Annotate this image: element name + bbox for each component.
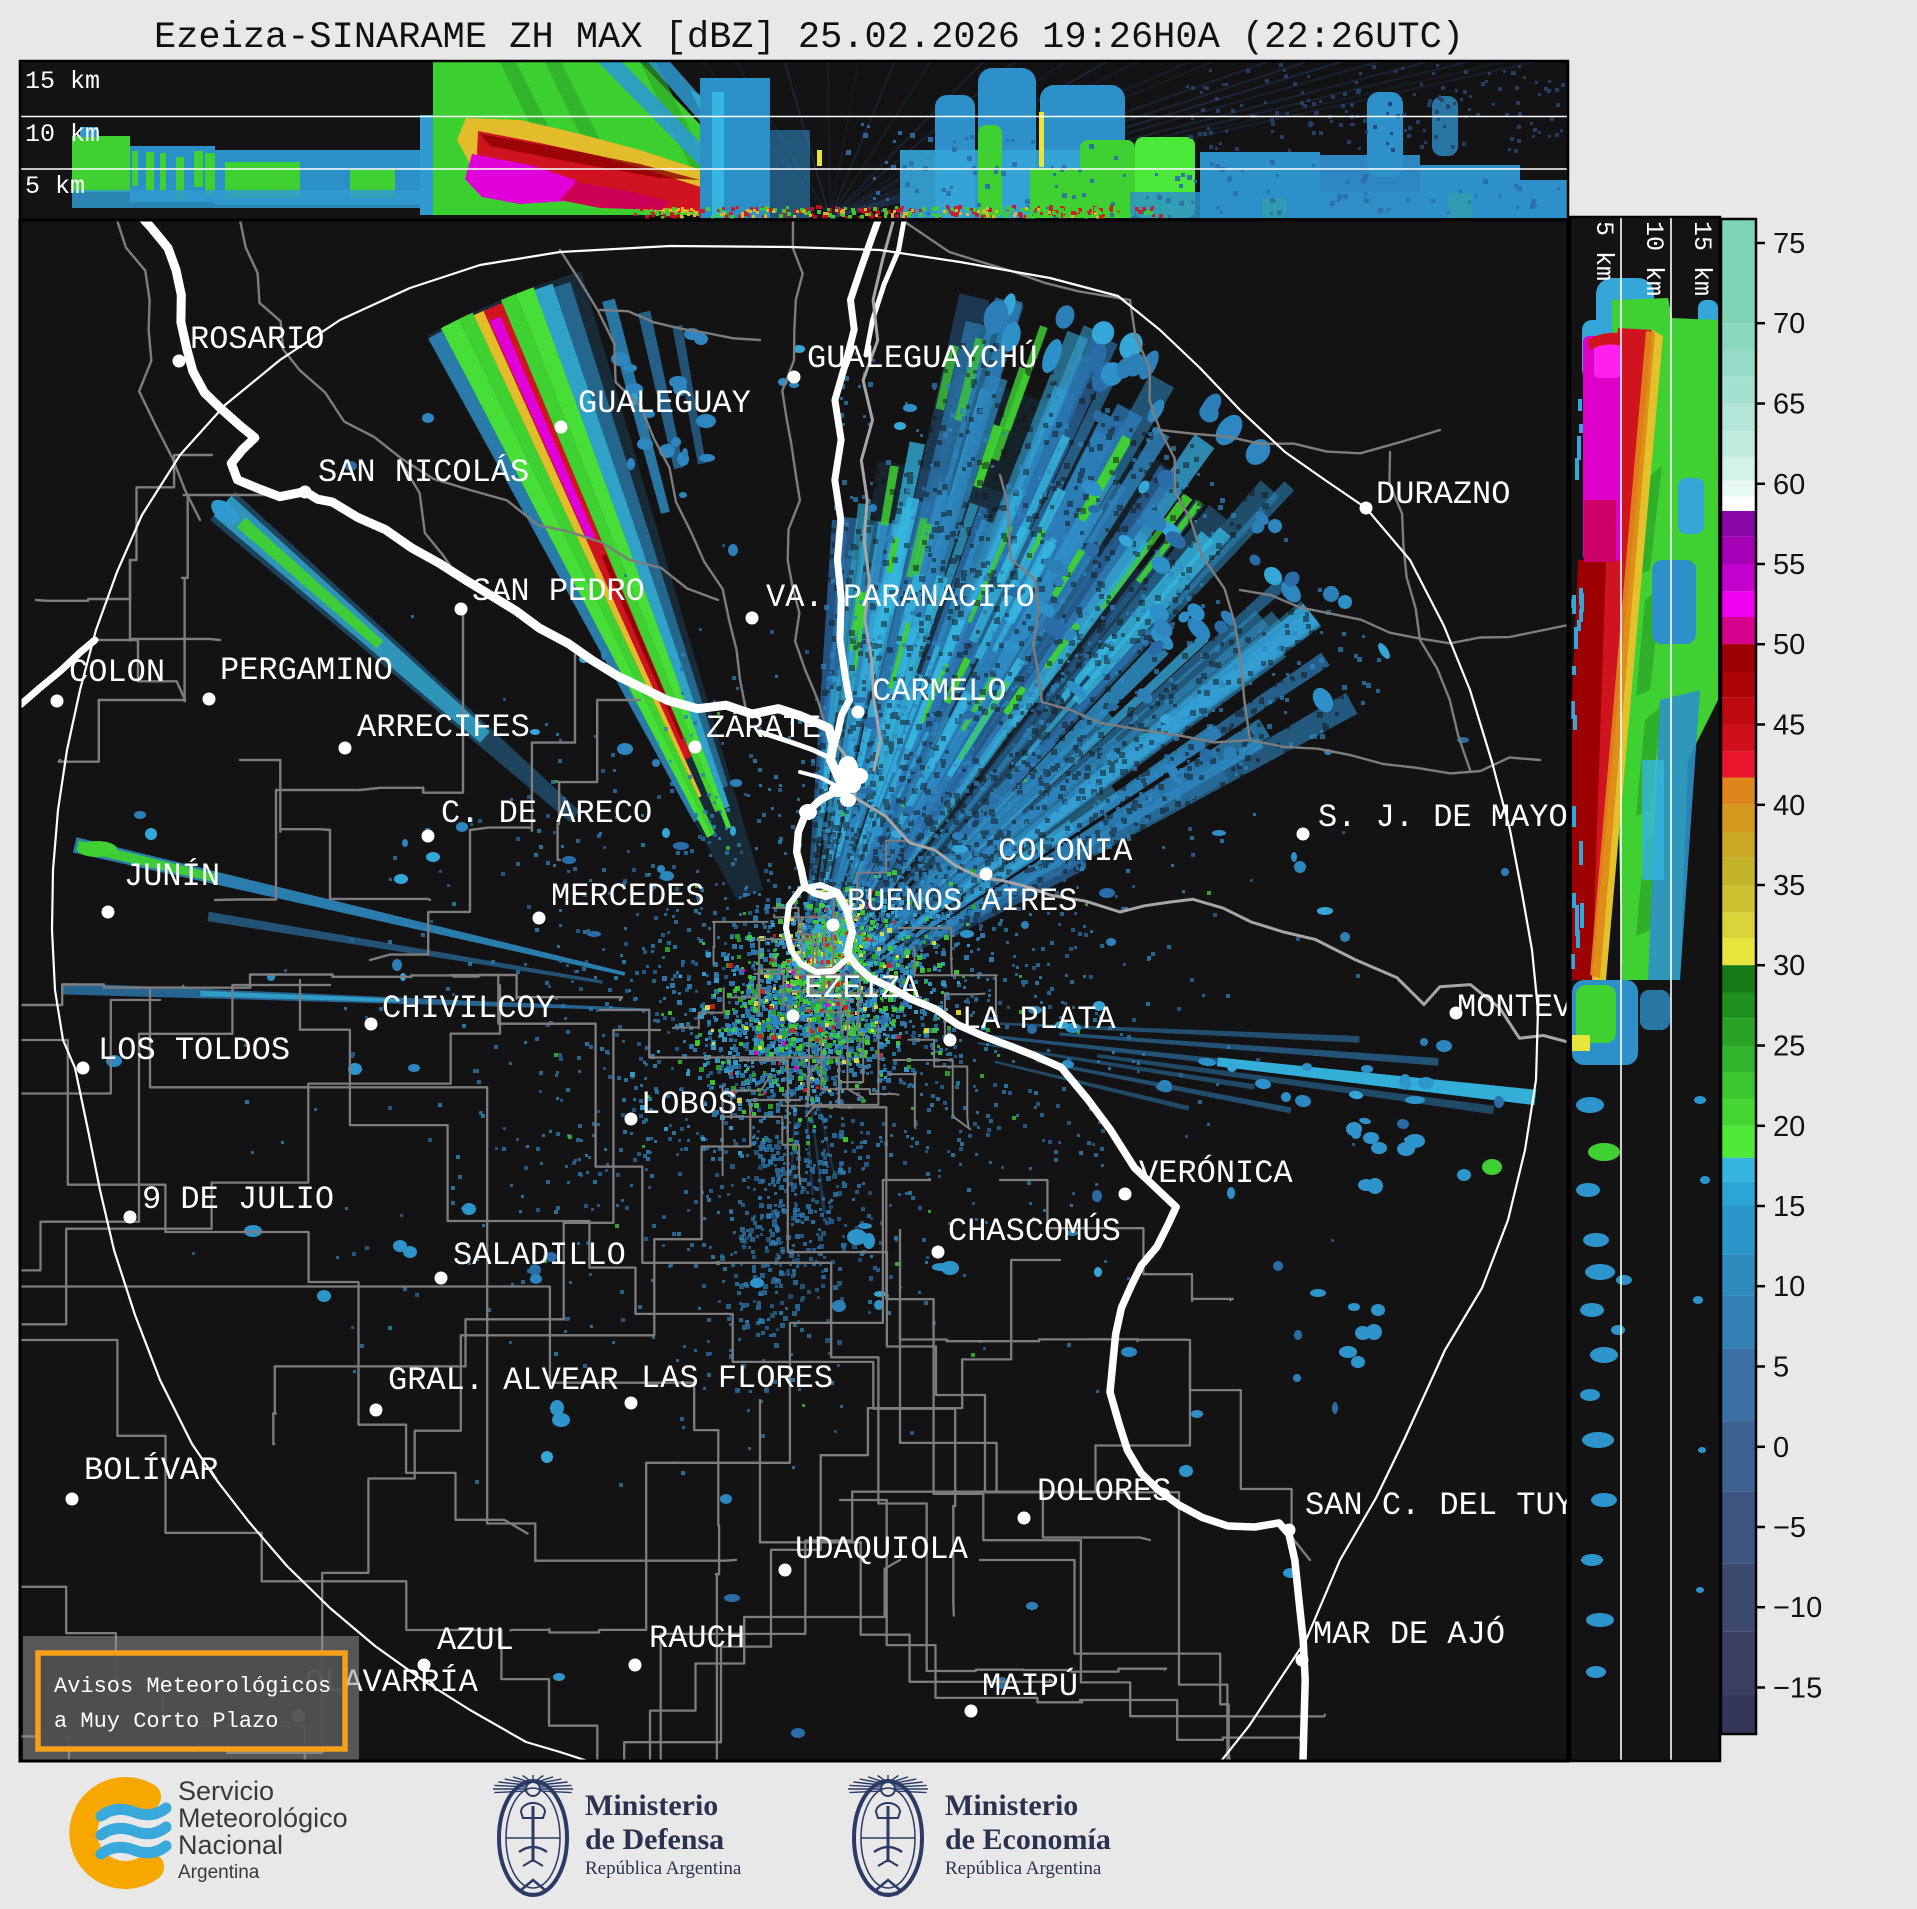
svg-text:65: 65 (1773, 389, 1805, 421)
svg-text:MONTEVIDEO: MONTEVIDEO (1457, 989, 1649, 1026)
svg-text:9 DE JULIO: 9 DE JULIO (142, 1181, 334, 1218)
svg-text:ARRECIFES: ARRECIFES (357, 709, 530, 746)
svg-text:Avisos Meteorológicos: Avisos Meteorológicos (54, 1674, 331, 1699)
svg-text:SAN PEDRO: SAN PEDRO (472, 573, 645, 610)
svg-text:LOS TOLDOS: LOS TOLDOS (98, 1032, 290, 1069)
svg-text:ROSARIO: ROSARIO (190, 321, 324, 358)
svg-text:20: 20 (1773, 1111, 1805, 1143)
svg-text:GUALEGUAYCHÚ: GUALEGUAYCHÚ (807, 340, 1037, 377)
svg-text:70: 70 (1773, 308, 1805, 340)
svg-text:LOBOS: LOBOS (641, 1086, 737, 1123)
svg-text:SALADILLO: SALADILLO (453, 1237, 626, 1274)
svg-text:MERCEDES: MERCEDES (551, 878, 705, 915)
svg-text:COLON: COLON (69, 654, 165, 691)
svg-text:AZUL: AZUL (437, 1622, 514, 1659)
svg-text:LA PLATA: LA PLATA (962, 1001, 1116, 1038)
svg-text:VERÓNICA: VERÓNICA (1139, 1155, 1293, 1192)
svg-text:C. DE ARECO: C. DE ARECO (441, 795, 652, 832)
svg-text:Servicio: Servicio (178, 1776, 274, 1806)
svg-text:a Muy Corto Plazo: a Muy Corto Plazo (54, 1709, 278, 1734)
svg-text:50: 50 (1773, 629, 1805, 661)
svg-text:35: 35 (1773, 870, 1805, 902)
svg-text:BOLÍVAR: BOLÍVAR (84, 1452, 218, 1489)
svg-text:UDAQUIOLA: UDAQUIOLA (795, 1531, 969, 1568)
svg-text:Ministerio: Ministerio (945, 1789, 1078, 1822)
svg-text:GRAL. ALVEAR: GRAL. ALVEAR (388, 1362, 618, 1399)
svg-text:−15: −15 (1773, 1673, 1822, 1705)
svg-text:Ministerio: Ministerio (585, 1789, 718, 1822)
svg-text:75: 75 (1773, 228, 1805, 260)
svg-text:de Economía: de Economía (945, 1823, 1111, 1856)
svg-text:DOLORES: DOLORES (1037, 1473, 1171, 1510)
svg-text:MAR DE AJÓ: MAR DE AJÓ (1313, 1616, 1505, 1653)
svg-text:−10: −10 (1773, 1592, 1822, 1624)
svg-text:Argentina: Argentina (178, 1862, 260, 1883)
svg-text:10 km: 10 km (1639, 221, 1668, 296)
svg-text:25: 25 (1773, 1031, 1805, 1063)
svg-text:PERGAMINO: PERGAMINO (220, 652, 393, 689)
svg-text:15 km: 15 km (1687, 221, 1716, 296)
svg-text:S. J. DE MAYO: S. J. DE MAYO (1318, 799, 1568, 836)
svg-text:República Argentina: República Argentina (945, 1858, 1102, 1879)
svg-text:MAIPÚ: MAIPÚ (982, 1668, 1078, 1705)
svg-text:RAUCH: RAUCH (649, 1620, 745, 1657)
svg-text:CHASCOMÚS: CHASCOMÚS (948, 1213, 1121, 1250)
svg-text:EZEIZA: EZEIZA (804, 970, 920, 1007)
svg-text:COLONIA: COLONIA (998, 833, 1133, 870)
svg-text:−5: −5 (1773, 1512, 1806, 1544)
svg-text:10 km: 10 km (25, 120, 100, 149)
svg-text:BUENOS AIRES: BUENOS AIRES (847, 883, 1077, 920)
svg-text:5 km: 5 km (25, 172, 85, 201)
svg-text:40: 40 (1773, 790, 1805, 822)
svg-text:30: 30 (1773, 950, 1805, 982)
svg-text:CARMELO: CARMELO (872, 673, 1006, 710)
svg-text:45: 45 (1773, 710, 1805, 742)
svg-text:60: 60 (1773, 469, 1805, 501)
svg-text:CHIVILCOY: CHIVILCOY (382, 990, 555, 1027)
svg-text:DURAZNO: DURAZNO (1376, 476, 1510, 513)
svg-text:5: 5 (1773, 1352, 1789, 1384)
svg-text:Meteorológico: Meteorológico (178, 1803, 348, 1833)
svg-text:GUALEGUAY: GUALEGUAY (578, 385, 751, 422)
svg-text:15 km: 15 km (25, 67, 100, 96)
svg-text:15: 15 (1773, 1191, 1805, 1223)
svg-text:Nacional: Nacional (178, 1830, 283, 1860)
svg-text:Ezeiza-SINARAME ZH MAX [dBZ] 2: Ezeiza-SINARAME ZH MAX [dBZ] 25.02.2026 … (154, 17, 1464, 59)
svg-text:ZÁRATE: ZÁRATE (706, 710, 821, 747)
svg-text:10: 10 (1773, 1271, 1805, 1303)
svg-text:República Argentina: República Argentina (585, 1858, 742, 1879)
svg-text:55: 55 (1773, 549, 1805, 581)
svg-text:5 km: 5 km (1589, 221, 1618, 281)
svg-text:SAN C. DEL TUYÚ: SAN C. DEL TUYÚ (1305, 1487, 1593, 1524)
svg-text:LAS FLORES: LAS FLORES (641, 1360, 833, 1397)
svg-text:VA. PARANACITO: VA. PARANACITO (766, 579, 1035, 616)
svg-text:SAN NICOLÁS: SAN NICOLÁS (318, 454, 529, 491)
svg-text:JUNÍN: JUNÍN (124, 858, 220, 895)
svg-text:0: 0 (1773, 1432, 1789, 1464)
svg-text:de Defensa: de Defensa (585, 1823, 724, 1856)
